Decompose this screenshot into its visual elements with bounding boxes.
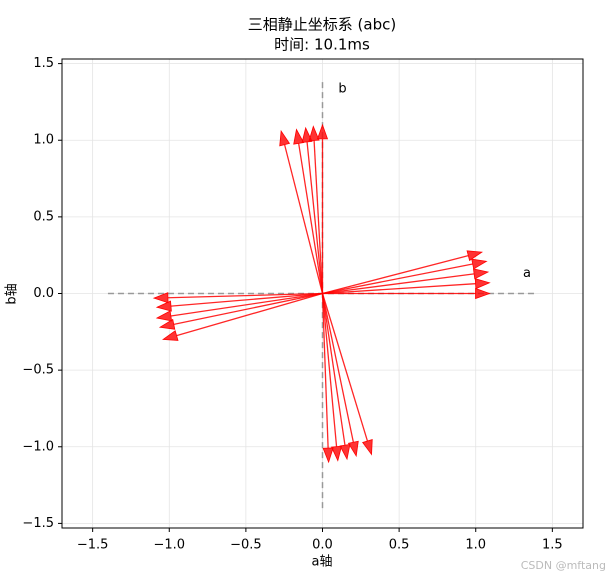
arrow-shaft <box>321 293 369 442</box>
arrow-head <box>301 126 313 143</box>
arrow-head <box>158 318 176 330</box>
y-tick-label: −1.5 <box>22 516 54 531</box>
arrow-head <box>347 440 359 458</box>
arrow <box>321 293 373 456</box>
x-tick-label: 0.0 <box>312 538 333 553</box>
arrow-shaft <box>170 292 323 317</box>
arrow-head <box>339 443 351 461</box>
arrow-head <box>308 125 320 142</box>
arrow-shaft <box>322 263 473 295</box>
arrow-head <box>293 128 305 145</box>
arrow-shaft <box>167 292 323 299</box>
arrow <box>322 250 484 295</box>
arrow-head <box>161 330 179 341</box>
arrow <box>321 293 359 458</box>
arrow-shaft <box>173 292 323 326</box>
y-tick-label: 0.5 <box>33 209 54 224</box>
arrow-head <box>362 439 373 456</box>
arrow <box>158 292 323 330</box>
arrow-head <box>475 287 491 300</box>
arrow-shaft <box>176 292 323 337</box>
arrow <box>321 293 343 462</box>
arrow <box>321 293 334 464</box>
arrow <box>301 126 324 294</box>
arrow-shaft <box>298 143 324 294</box>
arrow <box>155 292 323 312</box>
arrow-head <box>330 445 343 462</box>
x-tick-label: 1.5 <box>542 538 563 553</box>
arrow <box>161 292 323 341</box>
arrow-shaft <box>321 293 355 443</box>
arrow-shaft <box>322 255 469 295</box>
x-tick-label: −1.0 <box>153 538 185 553</box>
reference-label: b <box>338 81 346 96</box>
arrow-head <box>155 310 173 322</box>
reference-label: a <box>523 266 531 281</box>
arrow-shaft <box>322 273 475 295</box>
plot-frame <box>61 58 584 529</box>
arrow <box>322 278 491 295</box>
chart-subtitle: 时间: 10.1ms <box>274 36 370 54</box>
arrow-shaft <box>306 141 324 294</box>
arrow <box>321 293 351 461</box>
arrow-head <box>472 268 490 280</box>
arrow-shaft <box>313 140 324 294</box>
arrow-shaft <box>321 293 346 446</box>
arrow-head <box>155 300 172 312</box>
arrow <box>152 292 323 304</box>
x-axis-label: a轴 <box>312 555 333 570</box>
arrow-shaft <box>321 293 329 449</box>
arrow-head <box>279 129 291 147</box>
arrow-shaft <box>283 144 324 294</box>
arrow-head <box>316 123 329 140</box>
arrow <box>293 128 324 294</box>
arrow-head <box>152 292 169 304</box>
arrow <box>308 125 324 294</box>
arrow-shaft <box>321 293 338 447</box>
x-tick-label: −1.5 <box>77 538 109 553</box>
y-tick-label: 0.0 <box>33 286 54 301</box>
chart-title: 三相静止坐标系 (abc) <box>248 16 396 34</box>
arrow <box>322 258 488 295</box>
arrow <box>322 268 490 295</box>
x-tick-label: −0.5 <box>230 538 262 553</box>
x-tick-label: 0.5 <box>389 538 410 553</box>
arrow <box>316 123 329 294</box>
arrow-head <box>471 258 488 270</box>
arrow <box>155 292 323 322</box>
arrow <box>322 287 491 300</box>
x-tick-label: 1.0 <box>465 538 486 553</box>
arrow-shaft <box>170 292 323 307</box>
y-tick-label: 1.0 <box>33 133 54 148</box>
arrow-head <box>466 250 484 262</box>
y-tick-label: 1.5 <box>33 56 54 71</box>
watermark: CSDN @mftang <box>521 559 606 572</box>
y-tick-label: −1.0 <box>22 439 54 454</box>
arrow-shaft <box>322 283 476 295</box>
arrow <box>279 129 324 294</box>
arrow-head <box>322 447 334 464</box>
arrow-head <box>474 278 491 290</box>
y-axis-label: b轴 <box>5 283 20 304</box>
y-tick-label: −0.5 <box>22 363 54 378</box>
